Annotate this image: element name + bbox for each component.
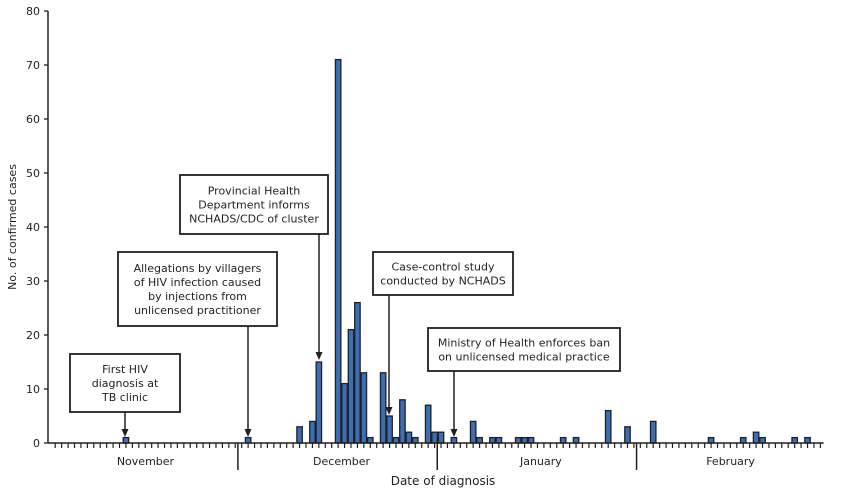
y-tick-label: 60 bbox=[26, 113, 40, 126]
annotation-text: diagnosis at bbox=[92, 377, 159, 390]
arrowhead-icon bbox=[315, 352, 323, 360]
bar bbox=[804, 436, 811, 444]
bar bbox=[341, 382, 348, 444]
y-tick-label: 50 bbox=[26, 167, 40, 180]
annotation-text: by injections from bbox=[148, 290, 247, 303]
bar bbox=[315, 361, 323, 444]
bar bbox=[649, 420, 657, 444]
y-tick-label: 80 bbox=[26, 5, 40, 18]
month-label: January bbox=[519, 455, 562, 468]
bar bbox=[392, 436, 400, 444]
bar bbox=[791, 436, 799, 444]
y-tick-label: 40 bbox=[26, 221, 40, 234]
y-tick-label: 30 bbox=[26, 275, 40, 288]
annotation-text: NCHADS/CDC of cluster bbox=[189, 213, 319, 226]
annotation-text: Provincial Health bbox=[208, 185, 301, 198]
arrowhead-icon bbox=[244, 429, 252, 437]
bar bbox=[244, 436, 252, 444]
bar bbox=[122, 436, 130, 444]
bar bbox=[405, 431, 413, 444]
bar bbox=[411, 436, 419, 444]
y-tick-label: 70 bbox=[26, 59, 40, 72]
bar bbox=[707, 436, 715, 444]
arrowhead-icon bbox=[450, 429, 458, 437]
annotation-text: unlicensed practitioner bbox=[134, 304, 261, 317]
annotation-text: Case-control study bbox=[391, 261, 495, 274]
bar bbox=[354, 301, 361, 444]
bar bbox=[360, 372, 368, 444]
y-tick-label: 10 bbox=[26, 383, 40, 396]
bar bbox=[752, 431, 760, 444]
annotation-box bbox=[117, 251, 278, 327]
bar bbox=[739, 436, 747, 444]
bar bbox=[437, 431, 445, 444]
bar bbox=[379, 372, 387, 444]
bar bbox=[495, 436, 503, 444]
bar bbox=[309, 420, 316, 444]
annotation-box bbox=[179, 174, 329, 235]
annotation-text: Allegations by villagers bbox=[134, 262, 262, 275]
bar bbox=[624, 426, 631, 444]
y-tick-label: 20 bbox=[26, 329, 40, 342]
month-label: November bbox=[117, 455, 175, 468]
annotation-text: conducted by NCHADS bbox=[380, 275, 505, 288]
bar bbox=[366, 436, 374, 444]
bar bbox=[489, 436, 496, 444]
annotation-text: TB clinic bbox=[101, 391, 148, 404]
bar bbox=[521, 436, 528, 444]
month-label: December bbox=[313, 455, 371, 468]
bar bbox=[296, 426, 303, 444]
axes: 0 10 20 30 40 50 60 70 80 November December January… bbox=[26, 5, 824, 470]
y-axis-label: No. of confirmed cases bbox=[6, 164, 19, 290]
annotation-text: First HIV bbox=[102, 363, 148, 376]
annotation-text: Department informs bbox=[198, 199, 310, 212]
bar bbox=[514, 436, 522, 444]
annotation-text: Ministry of Health enforces ban bbox=[438, 337, 610, 350]
arrowhead-icon bbox=[385, 407, 393, 415]
bar bbox=[334, 58, 342, 444]
bar bbox=[431, 431, 438, 444]
bar bbox=[469, 420, 477, 444]
arrowhead-icon bbox=[121, 429, 129, 437]
x-axis-label: Date of diagnosis bbox=[391, 474, 496, 488]
bar bbox=[450, 436, 458, 444]
bar bbox=[399, 399, 406, 444]
bar bbox=[476, 436, 483, 444]
bar bbox=[527, 436, 535, 444]
annotation-text: on unlicensed medical practice bbox=[438, 351, 610, 364]
bar bbox=[559, 436, 567, 444]
bar bbox=[424, 404, 432, 444]
bar bbox=[604, 409, 612, 444]
annotation-box bbox=[427, 327, 621, 372]
bars bbox=[122, 58, 811, 444]
y-tick-label: 0 bbox=[33, 437, 40, 450]
bar bbox=[347, 328, 355, 444]
bar bbox=[572, 436, 580, 444]
bar bbox=[759, 436, 766, 444]
month-label: February bbox=[706, 455, 755, 468]
annotation-box bbox=[372, 251, 514, 296]
annotation-text: of HIV infection caused bbox=[134, 276, 261, 289]
bar bbox=[386, 415, 393, 444]
